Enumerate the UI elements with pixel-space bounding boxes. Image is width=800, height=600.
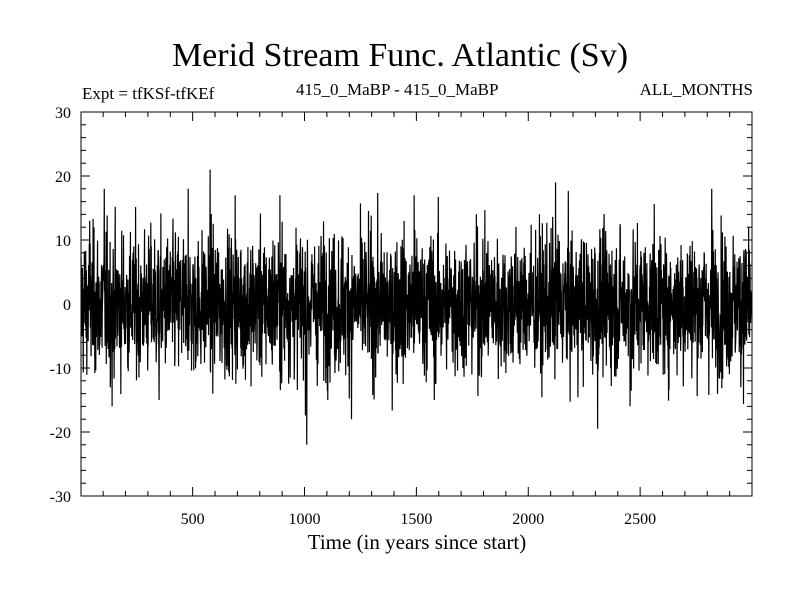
x-tick-label: 1500 [400,511,432,528]
x-tick-label: 500 [181,511,205,528]
x-tick-label: 1000 [289,511,321,528]
chart-title: Merid Stream Func. Atlantic (Sv) [171,37,629,74]
experiment-label: Expt = tfKSf-tfKEf [82,84,215,103]
x-axis-label: Time (in years since start) [307,530,527,554]
x-tick-label: 2000 [512,511,544,528]
y-tick-label: 10 [55,233,71,250]
y-tick-label: -20 [50,425,71,442]
y-tick-label: -30 [50,489,71,506]
y-tick-label: -10 [50,361,71,378]
series-line [80,169,753,445]
months-label: ALL_MONTHS [639,80,753,99]
y-tick-label: 0 [63,297,71,314]
series-layer [80,169,753,445]
axis-layer: 500 1000 1500 2000 2500 -30 -20 -10 0 10 20 30 [50,105,753,528]
x-tick-label: 2500 [624,511,656,528]
y-tick-label: 20 [55,169,71,186]
y-tick-label: 30 [55,105,71,122]
run-label: 415_0_MaBP - 415_0_MaBP [296,80,499,99]
